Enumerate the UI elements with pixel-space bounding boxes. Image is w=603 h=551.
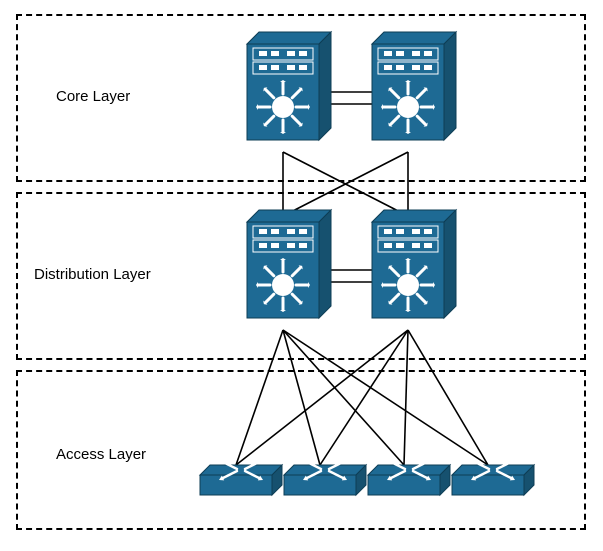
core-left	[247, 32, 331, 140]
acc-3	[368, 460, 450, 495]
diagram-container: Core LayerDistribution LayerAccess Layer	[0, 0, 603, 551]
acc-1	[200, 460, 282, 495]
acc-2	[284, 460, 366, 495]
topology-svg	[0, 0, 603, 551]
dist-right	[372, 210, 456, 318]
core-right	[372, 32, 456, 140]
dist-left	[247, 210, 331, 318]
acc-4	[452, 460, 534, 495]
